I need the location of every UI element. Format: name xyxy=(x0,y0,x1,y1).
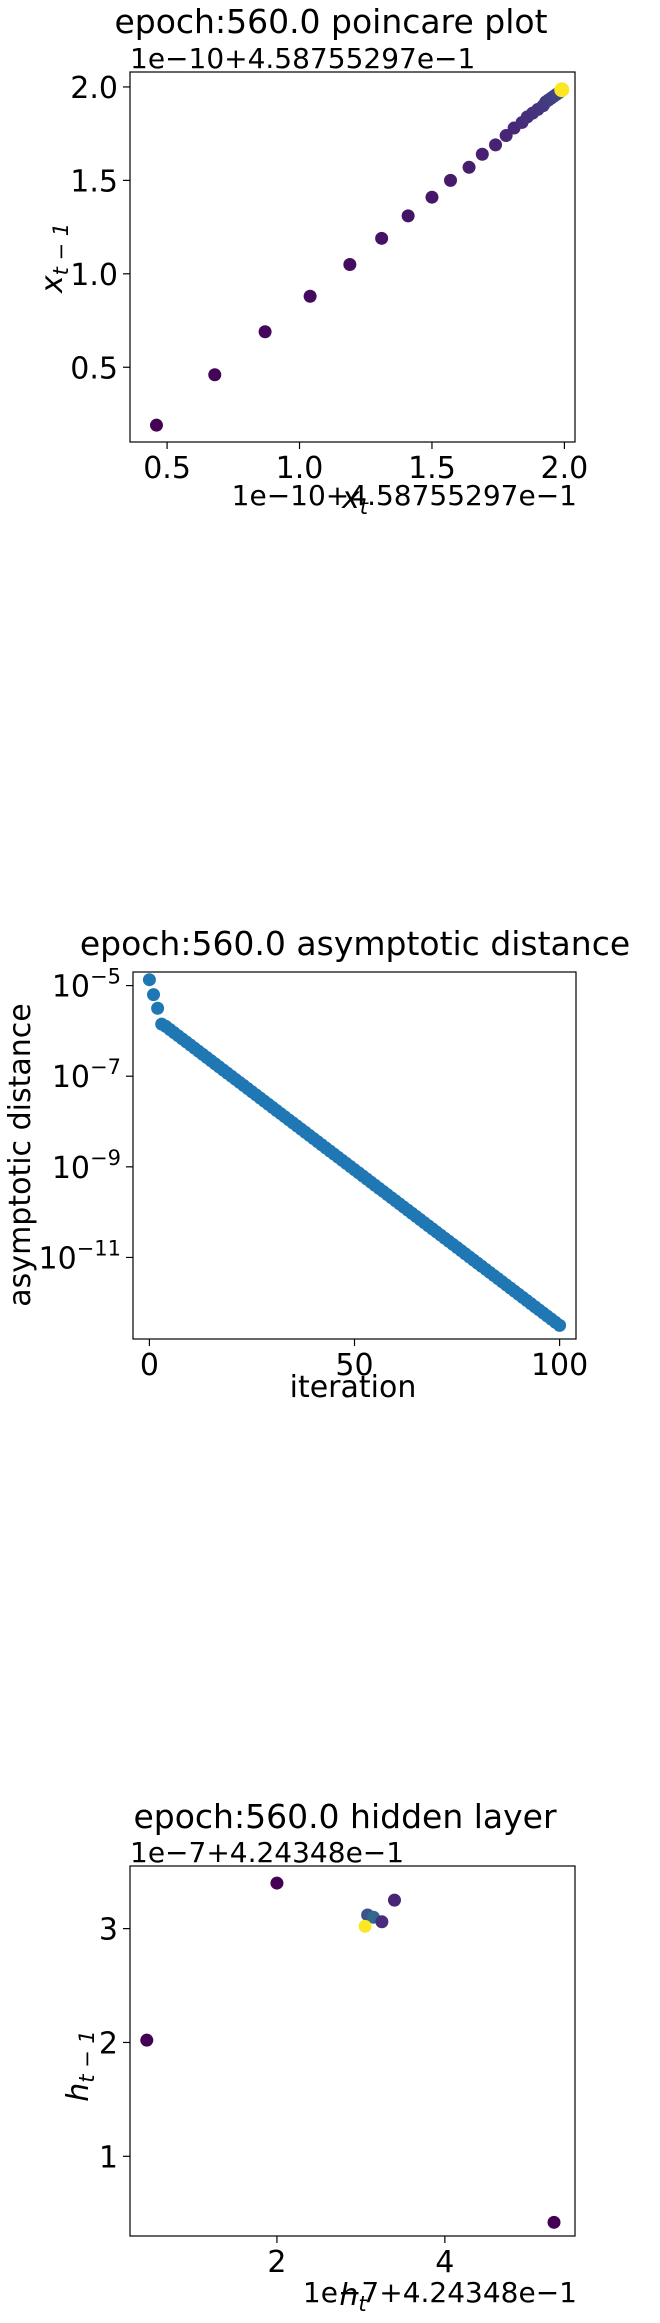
asymptotic-y-axis-label: asymptotic distance xyxy=(3,1003,38,1306)
poincare-title: epoch:560.0 poincare plot xyxy=(114,2,547,41)
poincare-point xyxy=(489,138,503,152)
poincare-x-tick-label: 1.5 xyxy=(408,451,456,486)
poincare-x-tick-label: 0.5 xyxy=(143,451,191,486)
poincare-point xyxy=(258,325,272,339)
poincare-points xyxy=(149,82,570,432)
asymptotic-x-tick-label: 50 xyxy=(335,1348,373,1383)
poincare-y-tick-label: 2.0 xyxy=(70,71,118,106)
hidden-layer-y-tick-label: 3 xyxy=(99,1913,118,1948)
poincare-plot-area xyxy=(129,71,576,443)
asymptotic-y-tick-label: 10−9 xyxy=(52,1146,121,1186)
poincare-y-axis-sub: t − 1 xyxy=(49,223,73,276)
hidden-layer-title: epoch:560.0 hidden layer xyxy=(133,1797,556,1836)
hidden-layer-ticks: 2 4 1 2 3 xyxy=(99,1913,454,2280)
poincare-point xyxy=(375,231,389,245)
hidden-layer-x-axis-sub: t xyxy=(358,2292,367,2316)
hidden-layer-y-axis-label: ht − 1 xyxy=(61,2030,99,2102)
hidden-layer-plot-area xyxy=(129,1865,576,2237)
poincare-point xyxy=(444,173,458,187)
asymptotic-points xyxy=(142,973,567,1332)
poincare-y-axis-label: xt − 1 xyxy=(35,223,73,294)
poincare-x-offset-label: 1e−10+4.58755297e−1 xyxy=(232,479,577,512)
poincare-x-tick-label: 1.0 xyxy=(276,451,324,486)
hidden-layer-y-axis-sub: t − 1 xyxy=(75,2030,99,2083)
asymptotic-y-tick-label: 10−5 xyxy=(52,965,121,1005)
hidden-layer-x-tick-label: 2 xyxy=(267,2245,286,2280)
poincare-point xyxy=(425,190,439,204)
poincare-y-offset-label: 1e−10+4.58755297e−1 xyxy=(130,42,475,75)
asymptotic-y-tick-exponent: −5 xyxy=(90,965,121,989)
asymptotic-point xyxy=(142,973,156,987)
asymptotic-point xyxy=(147,988,161,1002)
hidden-layer-point xyxy=(140,2033,154,2047)
asymptotic-y-tick-label: 10−11 xyxy=(38,1236,121,1276)
hidden-layer-x-tick-label: 4 xyxy=(435,2245,454,2280)
poincare-point xyxy=(475,147,489,161)
poincare-point xyxy=(343,257,357,271)
asymptotic-x-tick-label: 100 xyxy=(531,1348,588,1383)
asymptotic-y-tick-exponent: −9 xyxy=(90,1146,121,1170)
asymptotic-title: epoch:560.0 asymptotic distance xyxy=(80,924,630,963)
hidden-layer-y-tick-label: 1 xyxy=(99,2140,118,2175)
poincare-y-tick-label: 1.0 xyxy=(70,258,118,293)
hidden-layer-point xyxy=(547,2215,561,2229)
hidden-layer-chart: epoch:560.0 hidden layer 1e−7+4.24348e−1… xyxy=(61,1797,577,2316)
hidden-layer-point xyxy=(358,1919,372,1933)
asymptotic-y-tick-exponent: −7 xyxy=(90,1055,121,1079)
hidden-layer-y-tick-label: 2 xyxy=(99,2026,118,2061)
poincare-x-axis-sub: t xyxy=(360,495,369,519)
poincare-y-tick-label: 0.5 xyxy=(70,351,118,386)
poincare-point xyxy=(554,82,570,98)
poincare-point xyxy=(303,289,317,303)
hidden-layer-y-offset-label: 1e−7+4.24348e−1 xyxy=(130,1836,404,1869)
poincare-ticks: 0.5 1.0 1.5 2.0 0.5 1.0 1.5 2.0 xyxy=(70,71,588,486)
asymptotic-point xyxy=(553,1318,567,1332)
asymptotic-y-tick-exponent: −11 xyxy=(77,1236,121,1260)
poincare-chart: epoch:560.0 poincare plot 1e−10+4.587552… xyxy=(35,2,588,519)
hidden-layer-x-offset-label: 1e−7+4.24348e−1 xyxy=(303,2276,577,2309)
poincare-x-tick-label: 2.0 xyxy=(541,451,589,486)
asymptotic-y-tick-label: 10−7 xyxy=(52,1055,121,1095)
hidden-layer-point xyxy=(270,1876,284,1890)
poincare-point xyxy=(208,368,222,382)
asymptotic-point xyxy=(151,1001,165,1015)
asymptotic-x-axis-label: iteration xyxy=(290,1370,417,1405)
hidden-layer-point xyxy=(387,1893,401,1907)
asymptotic-chart: epoch:560.0 asymptotic distance 0 50 100 10… xyxy=(3,924,630,1405)
poincare-y-tick-label: 1.5 xyxy=(70,164,118,199)
poincare-point xyxy=(149,418,163,432)
poincare-point xyxy=(401,209,415,223)
asymptotic-ticks: 0 50 100 10−5 10−7 10−9 10−11 xyxy=(38,965,588,1383)
asymptotic-x-tick-label: 0 xyxy=(140,1348,159,1383)
poincare-point xyxy=(462,160,476,174)
hidden-layer-point xyxy=(375,1915,389,1929)
hidden-layer-points xyxy=(140,1876,561,2229)
